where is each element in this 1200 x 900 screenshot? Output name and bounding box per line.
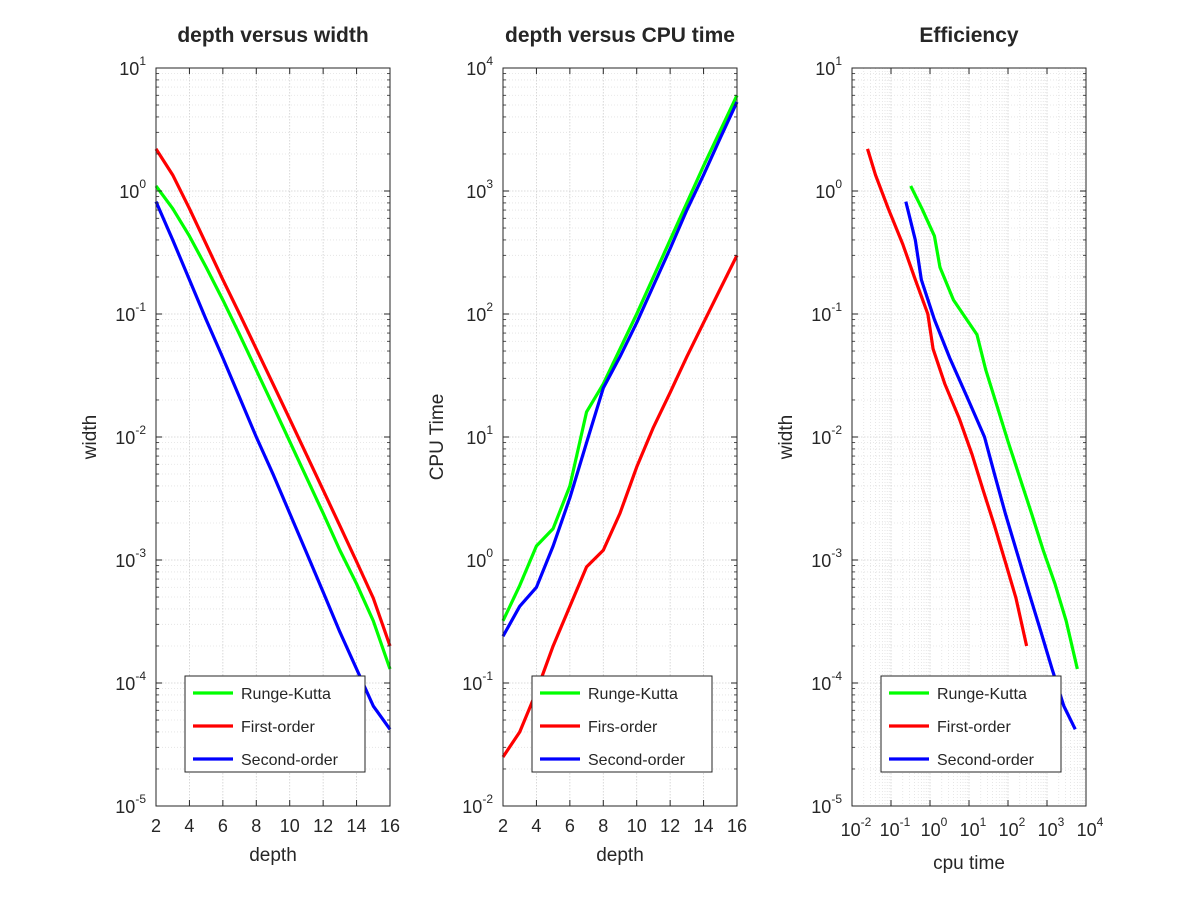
- x-tick-label: 101: [960, 815, 987, 840]
- y-tick-label: 10-3: [811, 546, 842, 571]
- legend-label-second-order: Second-order: [241, 752, 339, 769]
- y-tick-label: 10-1: [115, 300, 146, 325]
- panel-2-x-label: depth: [596, 845, 644, 866]
- legend-label-firs-order: Firs-order: [588, 719, 658, 736]
- y-tick-label: 102: [466, 300, 493, 325]
- x-tick-label: 10-2: [841, 815, 872, 840]
- x-tick-label: 2: [498, 816, 508, 836]
- x-tick-label: 4: [184, 816, 194, 836]
- panel-3-title: Efficiency: [919, 24, 1019, 47]
- x-tick-label: 12: [660, 816, 680, 836]
- panel-3-legend: Runge-Kutta First-order Second-order: [880, 675, 1062, 773]
- panel-3-ticks: 10-5 10-4 10-3 10-2 10-1 100 101 10-2 10-1 100 101…: [811, 54, 1103, 840]
- x-tick-label: 16: [727, 816, 747, 836]
- legend-label-runge-kutta: Runge-Kutta: [588, 686, 678, 703]
- panel-3-x-label: cpu time: [933, 853, 1005, 874]
- legend-label-second-order: Second-order: [588, 752, 686, 769]
- legend-label-second-order: Second-order: [937, 752, 1035, 769]
- x-tick-label: 100: [921, 815, 948, 840]
- x-tick-label: 16: [380, 816, 400, 836]
- panel-2-title: depth versus CPU time: [505, 24, 735, 47]
- x-tick-label: 10-1: [880, 815, 911, 840]
- y-tick-label: 10-4: [115, 669, 146, 694]
- y-tick-label: 10-1: [462, 669, 493, 694]
- x-tick-label: 4: [531, 816, 541, 836]
- x-tick-label: 102: [999, 815, 1026, 840]
- x-tick-label: 10: [627, 816, 647, 836]
- x-tick-label: 8: [598, 816, 608, 836]
- panel-2-legend: Runge-Kutta Firs-order Second-order: [531, 675, 713, 773]
- y-tick-label: 101: [815, 54, 842, 79]
- x-tick-label: 6: [565, 816, 575, 836]
- panel-depth-versus-cpu-time: 10-2 10-1 100 101 102 103 104 2 4 6 8 10 12 14 16 dept…: [427, 24, 747, 866]
- panel-1-series: [154, 148, 392, 731]
- x-tick-label: 103: [1038, 815, 1065, 840]
- series-line-second-order: [904, 201, 1077, 731]
- series-line-second-order: [501, 101, 739, 638]
- x-tick-label: 8: [251, 816, 261, 836]
- y-tick-label: 10-1: [811, 300, 842, 325]
- y-tick-label: 10-2: [115, 423, 146, 448]
- series-line-first-order: [154, 148, 392, 647]
- series-line-second-order: [154, 200, 392, 731]
- x-tick-label: 14: [347, 816, 367, 836]
- x-tick-label: 10: [280, 816, 300, 836]
- y-tick-label: 101: [466, 423, 493, 448]
- panel-2-ticks: 10-2 10-1 100 101 102 103 104 2 4 6 8 10 12 14 16: [462, 54, 747, 836]
- panel-3-series: [865, 148, 1079, 731]
- panel-2-y-label: CPU Time: [427, 394, 448, 481]
- x-tick-label: 2: [151, 816, 161, 836]
- x-tick-label: 6: [218, 816, 228, 836]
- x-tick-label: 12: [313, 816, 333, 836]
- panel-1-title: depth versus width: [177, 24, 368, 47]
- panel-1-y-label: width: [80, 415, 101, 460]
- panel-3-y-label: width: [776, 415, 797, 460]
- y-tick-label: 10-5: [115, 792, 146, 817]
- y-tick-label: 100: [466, 546, 493, 571]
- series-line-runge-kutta: [154, 184, 392, 670]
- panel-1-legend: Runge-Kutta First-order Second-order: [184, 675, 366, 773]
- x-tick-label: 14: [694, 816, 714, 836]
- panel-efficiency: 10-5 10-4 10-3 10-2 10-1 100 101 10-2 10-1 100 101…: [776, 24, 1104, 874]
- y-tick-label: 100: [119, 177, 146, 202]
- series-line-first-order: [865, 148, 1029, 647]
- y-tick-label: 100: [815, 177, 842, 202]
- y-tick-label: 103: [466, 177, 493, 202]
- legend-label-first-order: First-order: [937, 719, 1011, 736]
- y-tick-label: 104: [466, 54, 493, 79]
- y-tick-label: 10-2: [811, 423, 842, 448]
- series-line-runge-kutta: [501, 94, 739, 622]
- legend-label-runge-kutta: Runge-Kutta: [241, 686, 331, 703]
- y-tick-label: 10-2: [462, 792, 493, 817]
- panel-2-grid: [502, 67, 738, 807]
- y-tick-label: 10-4: [811, 669, 842, 694]
- y-tick-label: 10-3: [115, 546, 146, 571]
- legend-label-first-order: First-order: [241, 719, 315, 736]
- x-tick-label: 104: [1077, 815, 1104, 840]
- series-line-runge-kutta: [909, 185, 1079, 670]
- y-tick-label: 101: [119, 54, 146, 79]
- legend-label-runge-kutta: Runge-Kutta: [937, 686, 1027, 703]
- y-tick-label: 10-5: [811, 792, 842, 817]
- panel-1-x-label: depth: [249, 845, 297, 866]
